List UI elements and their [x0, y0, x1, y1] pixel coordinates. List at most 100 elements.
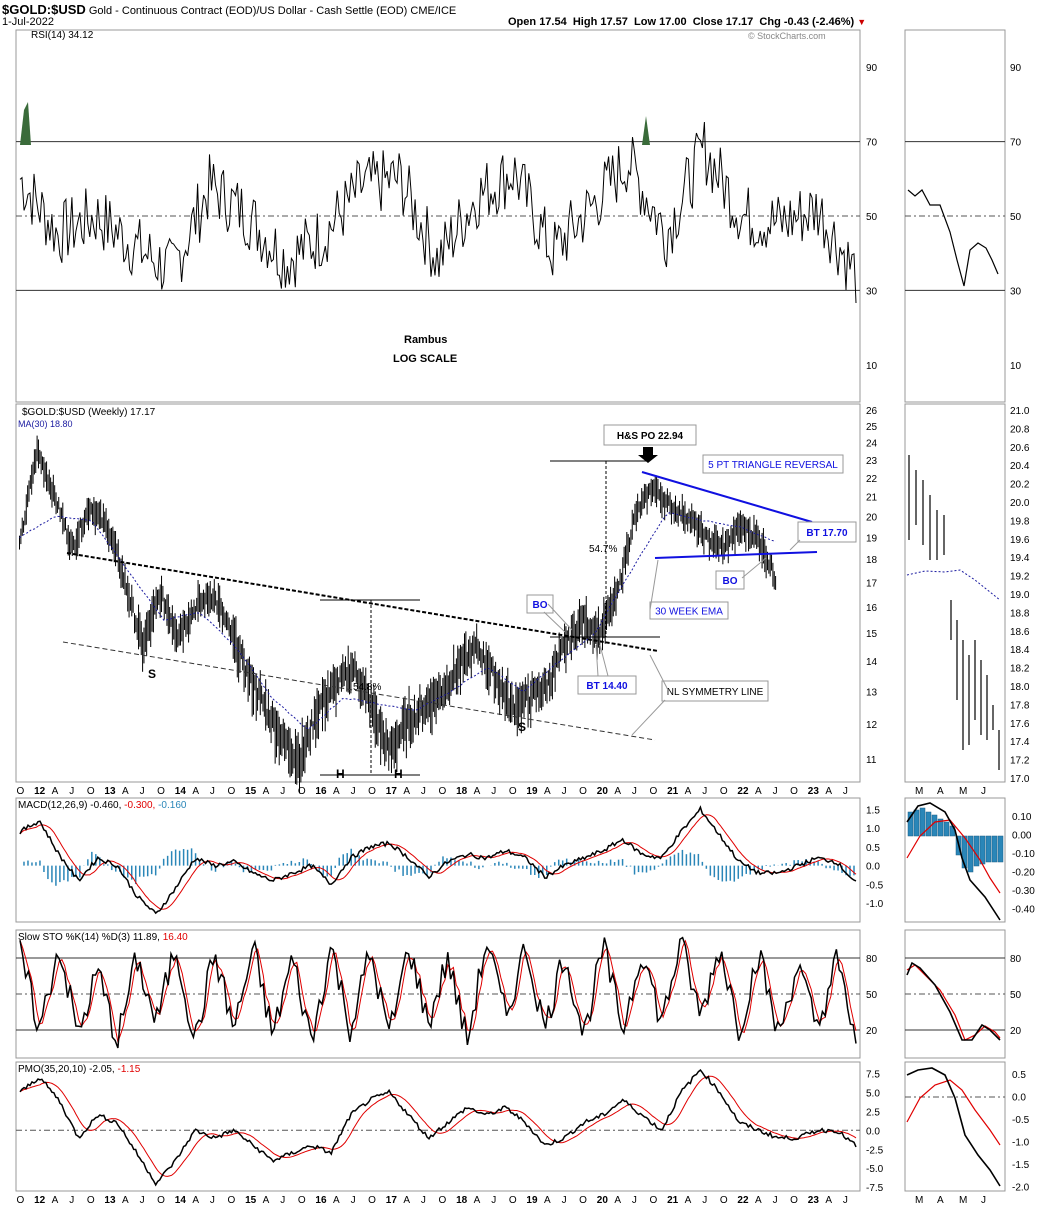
macd-label: MACD(12,26,9) -0.460, -0.300, -0.160 — [18, 800, 187, 811]
nl-pointer — [631, 654, 669, 736]
price-tick-label: 12 — [866, 720, 878, 731]
side-macd-hist — [961, 835, 968, 869]
bo-pointer — [543, 603, 573, 633]
side-macd-tick: 0.00 — [1012, 831, 1032, 842]
low-value: 17.00 — [659, 16, 687, 28]
x-tick-label-bottom: J — [843, 1195, 848, 1206]
x-tick-label-bottom: A — [614, 1195, 621, 1206]
x-tick-label-bottom: A — [122, 1195, 129, 1206]
down-arrow-icon: ▼ — [857, 17, 867, 27]
macd-tick-label: 1.0 — [866, 824, 880, 835]
rsi-tick-label: 30 — [866, 286, 878, 297]
x-tick-label: O — [579, 786, 587, 797]
side-price-tick: 19.8 — [1010, 516, 1030, 527]
pmo-signal-value: -1.15 — [118, 1064, 141, 1075]
side-macd-hist — [925, 811, 932, 837]
pct-547-label: 54.7% — [589, 544, 617, 555]
chart-header: $GOLD:$USD Gold - Continuous Contract (E… — [2, 2, 456, 17]
side-macd-line — [906, 802, 1001, 921]
x-tick-label: A — [825, 786, 832, 797]
side-pmo-tick: -2.0 — [1012, 1183, 1030, 1194]
side-macd-hist — [979, 835, 986, 865]
side-price-tick: 18.8 — [1010, 608, 1030, 619]
side-price-tick: 20.0 — [1010, 498, 1030, 509]
bt17-pointer — [789, 539, 801, 551]
x-tick-label-bottom: A — [825, 1195, 832, 1206]
price-tick-label: 15 — [866, 629, 878, 640]
x-tick-label-bottom: 12 — [34, 1195, 46, 1206]
price-tick-label: 17 — [866, 578, 878, 589]
price-tick-label: 16 — [866, 603, 878, 614]
x-tick-label: O — [298, 786, 306, 797]
macd-line — [19, 805, 857, 915]
x-tick-label-bottom: 19 — [526, 1195, 538, 1206]
side-macd-tick: -0.40 — [1012, 905, 1035, 916]
macd-main-value: MACD(12,26,9) -0.460, — [18, 800, 124, 811]
side-macd-hist — [985, 835, 992, 863]
x-tick-label: 21 — [667, 786, 679, 797]
side-pmo-tick: -1.5 — [1012, 1160, 1030, 1171]
price-tick-label: 11 — [866, 755, 877, 766]
price-tick-label: 20 — [866, 512, 878, 523]
side-macd-hist — [919, 807, 926, 837]
side-x-tick-bottom: M — [915, 1195, 923, 1206]
x-tick-label-bottom: J — [491, 1195, 496, 1206]
side-x-tick: M — [959, 786, 967, 797]
x-tick-label: J — [210, 786, 215, 797]
triangle-bottom-line — [654, 551, 818, 559]
side-price-tick: 20.8 — [1010, 424, 1030, 435]
x-tick-label: A — [474, 786, 481, 797]
log-scale-note: LOG SCALE — [393, 353, 457, 365]
side-pmo-tick: -0.5 — [1012, 1115, 1030, 1126]
x-tick-label-bottom: 18 — [456, 1195, 468, 1206]
x-tick-label: 18 — [456, 786, 468, 797]
side-macd-hist — [931, 814, 938, 837]
pmo-signal-line — [19, 1075, 857, 1177]
macd-tick-label: -1.0 — [866, 899, 884, 910]
x-tick-label: O — [228, 786, 236, 797]
side-sto-d — [906, 964, 1001, 1041]
side-price-tick: 18.4 — [1010, 645, 1030, 656]
hs-po-label-box — [603, 424, 697, 446]
rsi-line — [19, 121, 857, 304]
side-price-tick: 21.0 — [1010, 406, 1030, 417]
triangle-label-box — [702, 454, 844, 474]
rambus-note: Rambus — [404, 334, 447, 346]
high-value: 17.57 — [600, 16, 628, 28]
x-tick-label: A — [403, 786, 410, 797]
side-frame-price — [904, 403, 1006, 783]
side-price-tick: 19.4 — [1010, 553, 1030, 564]
side-frame-macd — [904, 797, 1006, 923]
sto-label: Slow STO %K(14) %D(3) 11.89, 16.40 — [18, 932, 188, 943]
price-tick-label: 26 — [866, 406, 878, 417]
x-tick-label-bottom: O — [368, 1195, 376, 1206]
date-label: 1-Jul-2022 — [2, 16, 54, 28]
side-macd-hist — [907, 811, 914, 837]
x-tick-label: J — [69, 786, 74, 797]
x-tick-label-bottom: A — [755, 1195, 762, 1206]
x-tick-label: A — [333, 786, 340, 797]
x-tick-label-bottom: J — [562, 1195, 567, 1206]
x-tick-label-bottom: O — [720, 1195, 728, 1206]
sto-tick-label: 80 — [866, 954, 878, 965]
side-macd-hist — [991, 835, 998, 863]
x-tick-label: A — [755, 786, 762, 797]
bt-14-label-box — [577, 675, 637, 695]
side-price-tick: 20.2 — [1010, 480, 1030, 491]
x-tick-label: 23 — [808, 786, 820, 797]
side-price-tick: 18.0 — [1010, 682, 1030, 693]
side-price-tick: 17.6 — [1010, 719, 1030, 730]
rsi-side-tick-label: 90 — [1010, 63, 1022, 74]
x-tick-label-bottom: 20 — [597, 1195, 609, 1206]
x-tick-label: J — [773, 786, 778, 797]
bt-17-label-box — [797, 521, 857, 543]
sto-side-tick-label: 80 — [1010, 954, 1022, 965]
x-tick-label-bottom: J — [632, 1195, 637, 1206]
sto-d-value: 16.40 — [163, 932, 188, 943]
x-tick-label: 14 — [175, 786, 187, 797]
sto-tick-label: 20 — [866, 1026, 878, 1037]
triangle-label: 5 PT TRIANGLE REVERSAL — [708, 460, 838, 471]
rsi-tick-label: 90 — [866, 63, 878, 74]
x-tick-label: O — [790, 786, 798, 797]
low-label: Low — [634, 16, 657, 28]
